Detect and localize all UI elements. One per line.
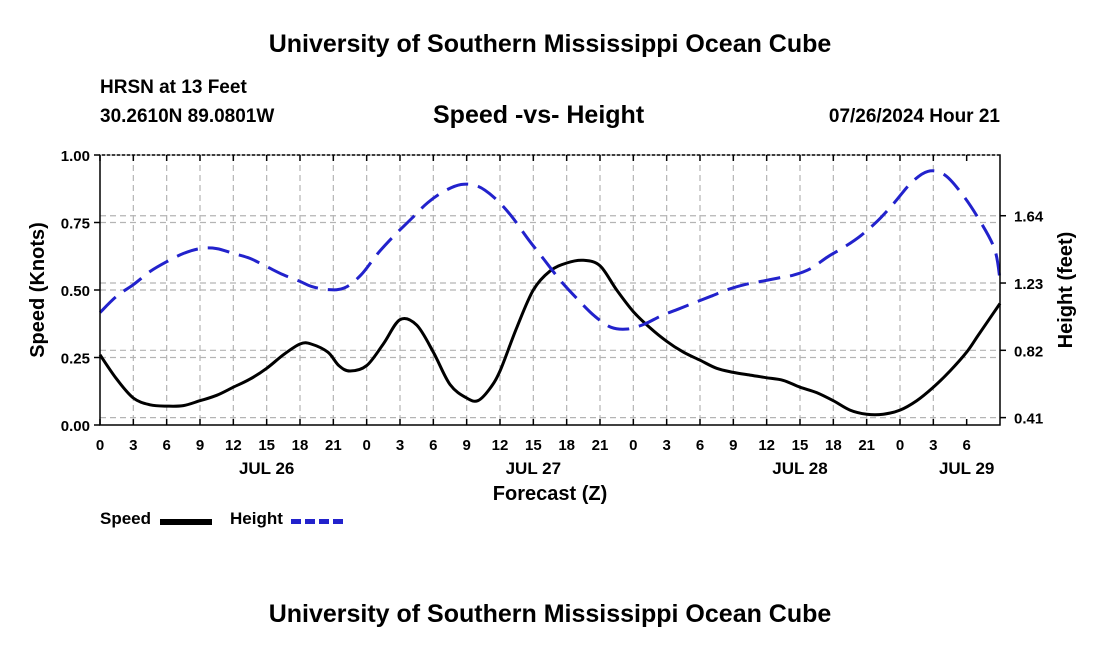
x-tick-label: 9 — [196, 437, 204, 454]
x-tick-label: 9 — [462, 437, 470, 454]
x-tick-label: 15 — [258, 437, 275, 454]
x-tick-label: 0 — [629, 437, 637, 454]
x-tick-label: 21 — [592, 437, 609, 454]
x-tick-label: 15 — [792, 437, 809, 454]
x-axis-label: Forecast (Z) — [493, 483, 607, 505]
legend-speed-swatch — [160, 519, 212, 525]
x-date-label: JUL 28 — [772, 459, 827, 478]
x-tick-label: 21 — [325, 437, 342, 454]
y2-tick-label: 1.23 — [1014, 276, 1043, 293]
speed-series-line — [98, 258, 1002, 417]
height-series-line — [98, 169, 1002, 331]
y-axis-label: Speed (Knots) — [27, 222, 49, 358]
y2-tick-label: 0.41 — [1014, 411, 1043, 428]
x-tick-label: 21 — [858, 437, 875, 454]
x-tick-label: 12 — [492, 437, 509, 454]
x-tick-label: 6 — [162, 437, 170, 454]
chart-title: Speed -vs- Height — [433, 101, 645, 129]
station-name: HRSN at 13 Feet — [100, 77, 247, 98]
station-coordinates: 30.2610N 89.0801W — [100, 106, 275, 127]
x-tick-label: 0 — [896, 437, 904, 454]
main-title: University of Southern Mississippi Ocean… — [268, 30, 832, 58]
x-tick-label: 6 — [429, 437, 437, 454]
tick-layer: 0 3 6 9 12 15 18 21 0 3 6 9 12 15 18 21 0 3 6 9 12 15 18 21 0 3 6 J… — [61, 148, 1044, 478]
x-tick-label: 3 — [662, 437, 670, 454]
y2-axis-label: Height (feet) — [1055, 232, 1077, 349]
x-tick-label: 18 — [558, 437, 575, 454]
x-tick-label: 9 — [729, 437, 737, 454]
legend-height-swatch — [291, 519, 343, 524]
x-tick-label: 18 — [825, 437, 842, 454]
y-tick-label: 0.00 — [61, 418, 90, 435]
x-date-label: JUL 26 — [239, 459, 294, 478]
y2-tick-label: 0.82 — [1014, 343, 1043, 360]
x-tick-label: 0 — [96, 437, 104, 454]
x-tick-label: 6 — [962, 437, 970, 454]
legend-height-label: Height — [230, 509, 283, 528]
footer-title: University of Southern Mississippi Ocean… — [268, 600, 832, 628]
x-tick-label: 18 — [292, 437, 309, 454]
x-tick-label: 3 — [129, 437, 137, 454]
x-tick-label: 3 — [396, 437, 404, 454]
x-date-label: JUL 27 — [506, 459, 561, 478]
x-tick-label: 15 — [525, 437, 542, 454]
x-tick-label: 3 — [929, 437, 937, 454]
series-layer — [98, 169, 1002, 417]
x-tick-label: 12 — [225, 437, 242, 454]
legend-speed-label: Speed — [100, 509, 152, 528]
forecast-timestamp: 07/26/2024 Hour 21 — [828, 106, 1000, 127]
x-tick-label: 6 — [696, 437, 704, 454]
grid-layer — [100, 155, 1000, 425]
x-date-label: JUL 29 — [939, 459, 994, 478]
y-tick-label: 1.00 — [61, 148, 90, 165]
x-tick-label: 12 — [758, 437, 775, 454]
y-tick-label: 0.50 — [61, 283, 90, 300]
y-tick-label: 0.75 — [61, 216, 90, 233]
y2-tick-label: 1.64 — [1014, 209, 1044, 226]
x-tick-label: 0 — [362, 437, 370, 454]
y-tick-label: 0.25 — [61, 351, 90, 368]
